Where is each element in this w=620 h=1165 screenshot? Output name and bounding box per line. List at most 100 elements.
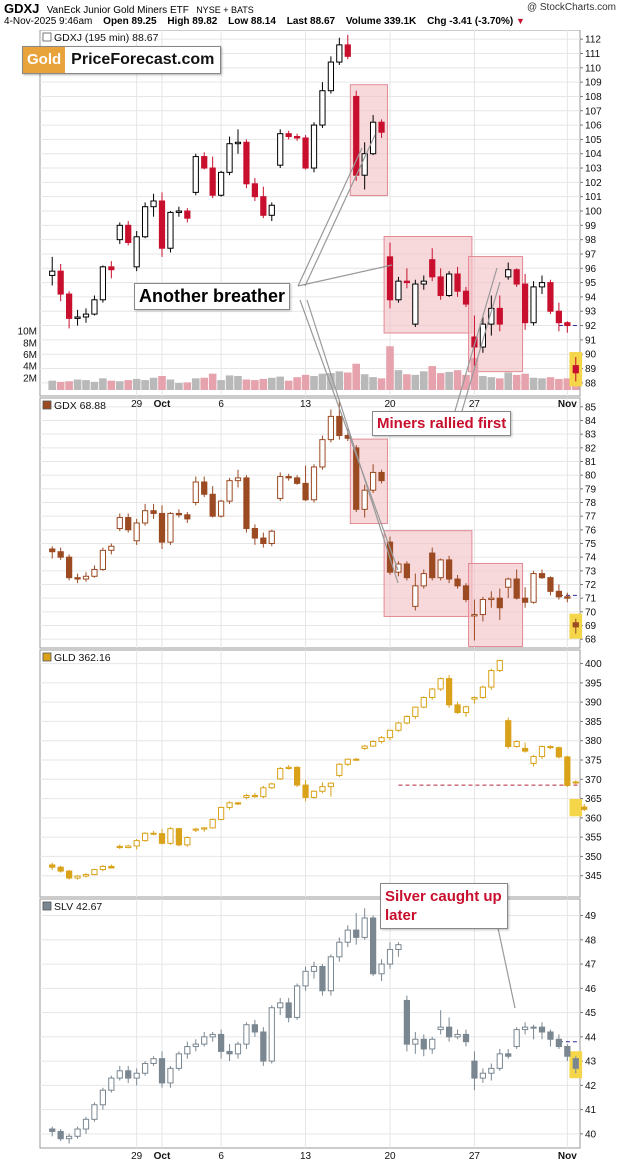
candle <box>420 696 427 709</box>
callout-leader <box>299 299 399 571</box>
candle <box>167 512 174 545</box>
candle <box>564 321 571 333</box>
candle <box>243 1022 250 1049</box>
candle <box>462 1029 470 1047</box>
y-tick-label: 100 <box>585 207 602 218</box>
candle-body <box>49 1128 56 1132</box>
volume-bar <box>90 381 99 390</box>
y-tick-label: 68 <box>585 635 597 646</box>
candle <box>420 275 427 290</box>
candle-body <box>243 477 250 529</box>
candle-body <box>74 577 81 580</box>
candle <box>437 268 444 300</box>
candle <box>82 572 90 582</box>
y-tick-label: 71 <box>585 594 597 605</box>
candle <box>378 469 385 484</box>
volume-bar <box>175 383 183 390</box>
candle-body <box>277 767 284 780</box>
candle-body <box>361 745 368 749</box>
y-tick-label: 47 <box>585 960 597 971</box>
y-tick-label: 77 <box>585 512 597 523</box>
candle-body <box>108 1077 115 1091</box>
candle-body <box>361 489 368 510</box>
candle-body <box>538 746 546 758</box>
candle <box>226 477 233 504</box>
candle-body <box>293 477 301 484</box>
candle-body <box>217 171 225 196</box>
candle <box>336 763 343 777</box>
y-tick-label: 109 <box>585 78 602 89</box>
candle-body <box>395 944 402 951</box>
x-tick-label: 6 <box>218 1151 224 1162</box>
candle <box>462 705 470 717</box>
y-tick-label: 107 <box>585 106 602 117</box>
candle-body <box>378 121 385 133</box>
candle-body <box>538 282 546 288</box>
volume-bar <box>445 371 453 390</box>
candle-body <box>369 471 377 491</box>
volume-bar <box>82 380 90 390</box>
candle-body <box>454 704 461 714</box>
candle-body <box>572 1058 579 1069</box>
candle-body <box>327 415 335 441</box>
y-tick-label: 390 <box>585 698 602 709</box>
candle <box>158 1051 166 1088</box>
candle <box>125 513 132 533</box>
candle-body <box>369 740 377 747</box>
candle <box>133 839 140 850</box>
volume-bar <box>369 377 377 390</box>
candle <box>378 736 385 744</box>
candle-body <box>209 493 216 517</box>
candle <box>82 308 90 323</box>
candle <box>302 780 309 802</box>
candle <box>293 133 301 141</box>
candle-body <box>429 1038 436 1050</box>
candle-body <box>268 783 275 789</box>
candle-body <box>538 573 546 579</box>
candle-body <box>395 563 402 573</box>
another-breather-callout: Another breather <box>134 283 291 310</box>
candle <box>344 34 351 60</box>
volume-bar <box>521 373 529 390</box>
y-tick-label: 74 <box>585 553 597 564</box>
candle <box>378 959 385 982</box>
candle-body <box>479 323 487 348</box>
candle <box>429 1036 436 1054</box>
candle-body <box>403 280 411 284</box>
candle-body <box>133 1072 140 1079</box>
volume-bar <box>335 371 344 390</box>
candle-body <box>521 283 529 324</box>
y-tick-label: 84 <box>585 416 597 427</box>
candle-body <box>116 845 123 849</box>
candle <box>302 966 309 991</box>
candle-body <box>167 512 174 543</box>
candle <box>555 302 563 332</box>
y-tick-label: 93 <box>585 307 597 318</box>
candle <box>209 156 216 199</box>
candle-body <box>116 1070 123 1079</box>
y-tick-label: 94 <box>585 292 597 303</box>
x-tick-label: 29 <box>131 1151 143 1162</box>
candle-body <box>217 500 225 517</box>
candle-body <box>150 832 157 835</box>
candle <box>547 1029 554 1047</box>
volume-bar <box>217 380 225 390</box>
candle <box>454 1029 461 1040</box>
volume-bar <box>191 378 200 390</box>
candle <box>133 231 140 272</box>
y-tick-label: 99 <box>585 221 597 232</box>
candle <box>141 1061 149 1076</box>
candle-body <box>99 266 107 301</box>
y-tick-label: 105 <box>585 135 602 146</box>
volume-bar <box>267 377 276 390</box>
candle <box>234 1041 242 1059</box>
volume-bar <box>183 382 192 390</box>
x-tick-label: 27 <box>469 1151 481 1162</box>
candle <box>412 279 419 327</box>
candle-body <box>319 439 326 468</box>
candle <box>243 475 250 533</box>
candle <box>268 529 275 547</box>
panel-title-slv: SLV 42.67 <box>42 901 102 913</box>
candle <box>158 505 166 549</box>
candle-body <box>192 1043 199 1048</box>
